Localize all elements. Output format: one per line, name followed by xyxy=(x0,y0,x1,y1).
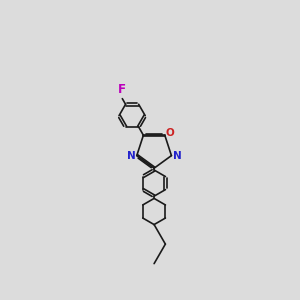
Text: F: F xyxy=(118,82,126,96)
Text: N: N xyxy=(173,151,182,160)
Text: N: N xyxy=(127,151,136,160)
Text: O: O xyxy=(165,128,174,138)
